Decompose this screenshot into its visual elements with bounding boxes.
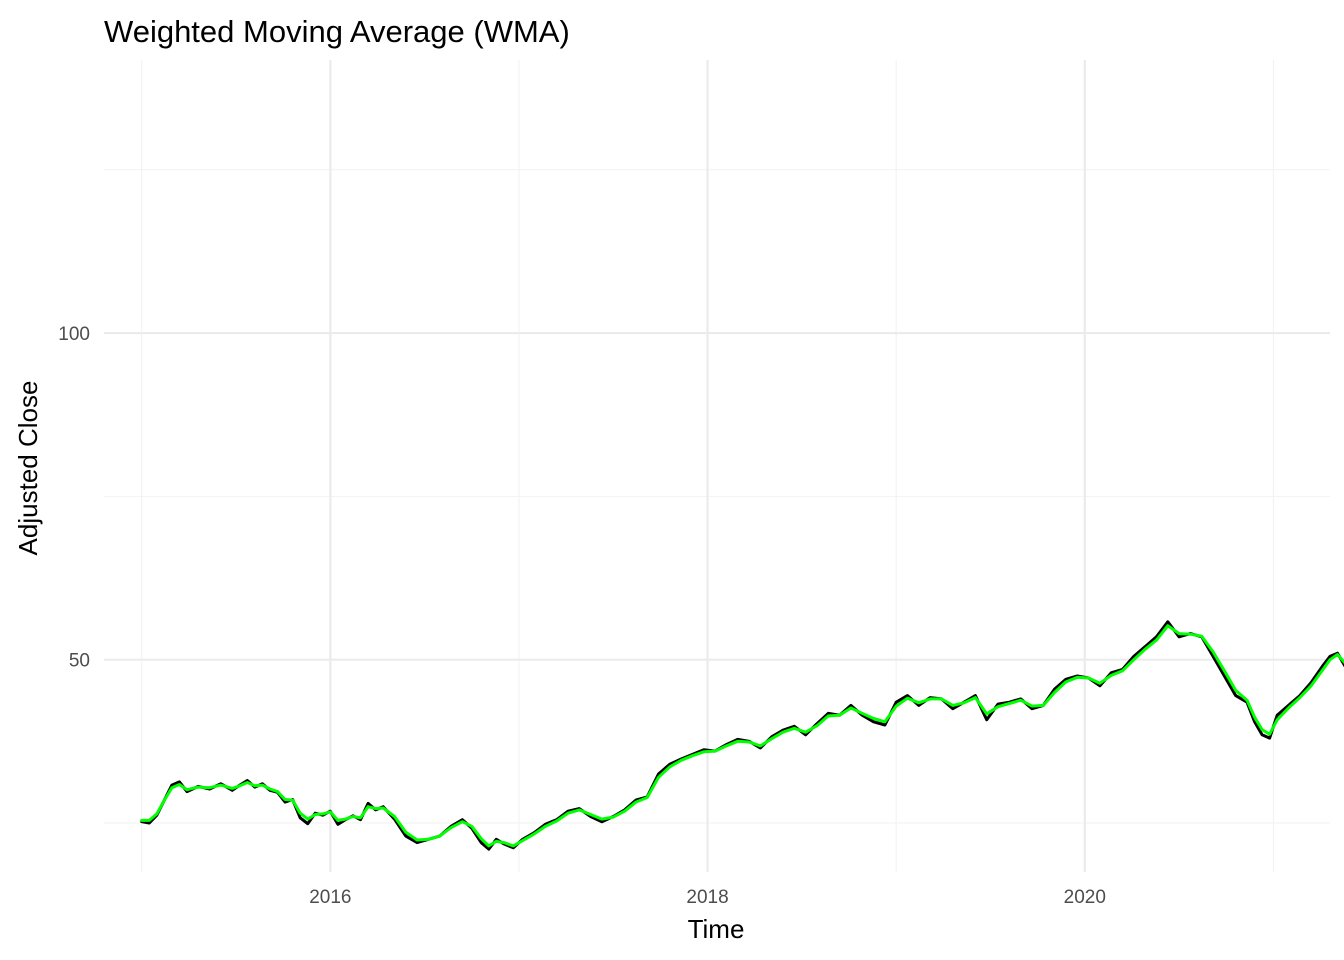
y-axis-title: Adjusted Close [13,381,43,556]
x-tick-label: 2020 [1064,887,1106,908]
x-axis-title: Time [688,914,745,944]
y-tick-label: 100 [58,324,90,345]
x-tick-label: 2016 [309,887,351,908]
major-gridlines [104,60,1330,872]
chart-title: Weighted Moving Average (WMA) [104,14,570,49]
wma-line [140,624,1344,848]
series-layer [140,620,1344,851]
tick-labels: 2016 2018 2020 50 100 [58,324,1106,908]
x-tick-label: 2018 [686,887,728,908]
y-tick-label: 50 [69,651,90,672]
